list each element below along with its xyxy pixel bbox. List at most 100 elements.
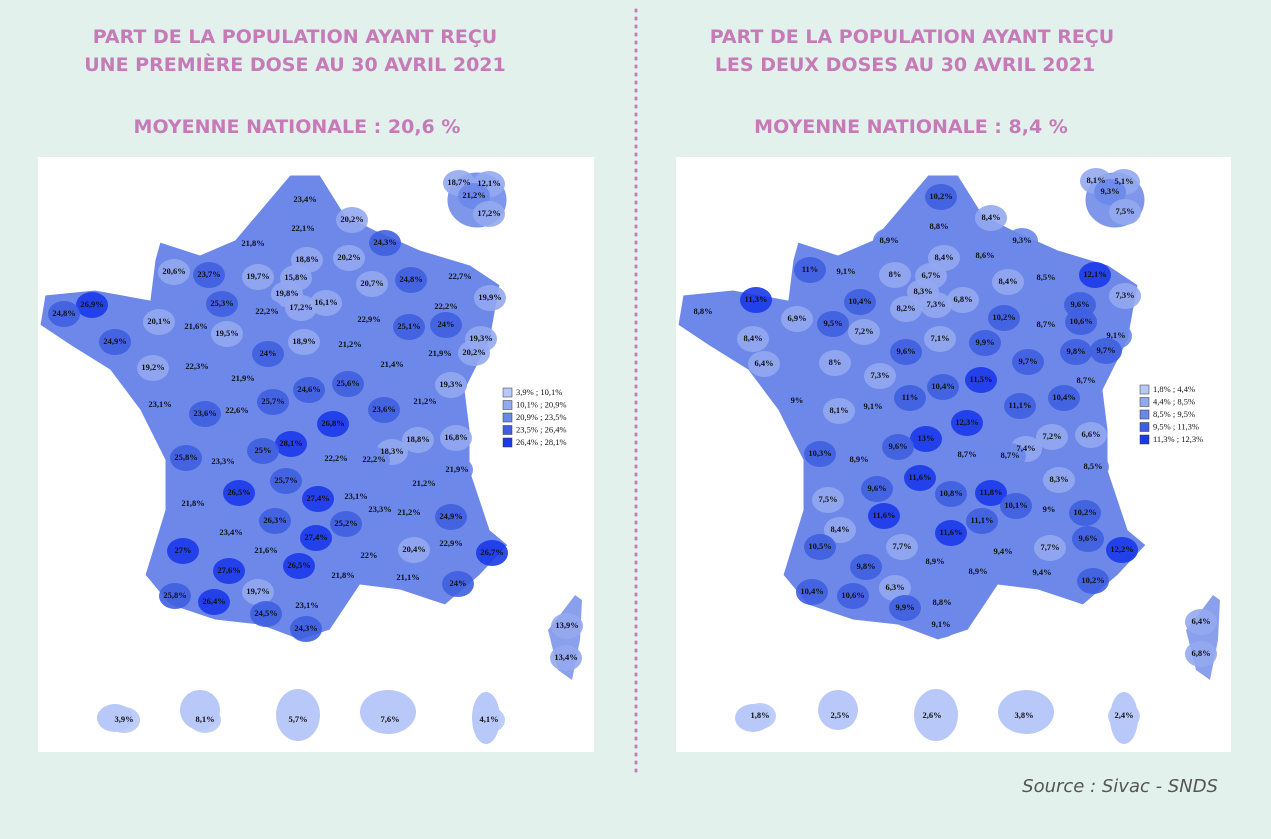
- department-label: 24,3%: [294, 623, 317, 633]
- department-label: 19,9%: [478, 292, 501, 302]
- department: [824, 517, 856, 543]
- department: [923, 214, 955, 240]
- department-label: 21,1%: [396, 572, 419, 582]
- department-label: 21,8%: [331, 570, 354, 580]
- department-label: 2,4%: [1114, 710, 1133, 720]
- department: [935, 481, 967, 507]
- department: [442, 571, 474, 597]
- department-label: 19,3%: [469, 333, 492, 343]
- department-label: 9,3%: [1012, 235, 1031, 245]
- department-label: 9,7%: [1018, 356, 1037, 366]
- department-label: 24,8%: [399, 274, 422, 284]
- department-label: 26,4%: [202, 596, 225, 606]
- department: [962, 559, 994, 585]
- department-label: 8,7%: [1036, 319, 1055, 329]
- department-label: 25,8%: [163, 590, 186, 600]
- department-label: 10,2%: [992, 312, 1015, 322]
- department: [167, 538, 199, 564]
- department-label: 9,4%: [993, 546, 1012, 556]
- department: [748, 351, 780, 377]
- department: [1072, 526, 1104, 552]
- department-label: 5,1%: [1114, 176, 1133, 186]
- legend-swatch: [502, 412, 513, 423]
- department-label: 9,8%: [1066, 346, 1085, 356]
- department-label: 19,7%: [246, 586, 269, 596]
- department: [994, 443, 1026, 469]
- department: [920, 292, 952, 318]
- department: [177, 491, 209, 517]
- department-label: 7,6%: [380, 714, 399, 724]
- legend-label: 1,8% ; 4,4%: [1153, 384, 1195, 394]
- department-label: 28,1%: [279, 438, 302, 448]
- department-label: 22,7%: [448, 271, 471, 281]
- department-label: 25,3%: [210, 298, 233, 308]
- department: [376, 352, 408, 378]
- department: [848, 319, 880, 345]
- department-label: 7,1%: [930, 333, 949, 343]
- department-label: 22,1%: [291, 223, 314, 233]
- department-label: 21,9%: [231, 373, 254, 383]
- department-label: 20,7%: [360, 278, 383, 288]
- department: [890, 339, 922, 365]
- department: [393, 314, 425, 340]
- department-label: 11,1%: [971, 515, 994, 525]
- department-label: 7,5%: [1115, 206, 1134, 216]
- department: [291, 593, 323, 619]
- department-label: 6,9%: [787, 313, 806, 323]
- legend-swatch: [1139, 409, 1150, 420]
- department: [850, 554, 882, 580]
- department: [198, 589, 230, 615]
- department: [925, 612, 957, 638]
- department-label: 26,5%: [227, 487, 250, 497]
- department: [819, 350, 851, 376]
- department-label: 8,8%: [929, 221, 948, 231]
- department-label: 3,9%: [114, 714, 133, 724]
- department: [293, 377, 325, 403]
- department-label: 6,4%: [1191, 616, 1210, 626]
- department-label: 9,7%: [1096, 345, 1115, 355]
- department: [215, 520, 247, 546]
- department-label: 25,7%: [274, 475, 297, 485]
- department-label: 10,2%: [1081, 575, 1104, 585]
- legend-label: 26,4% ; 28,1%: [516, 437, 567, 447]
- department: [794, 257, 826, 283]
- department-label: 19,7%: [246, 271, 269, 281]
- department-label: 11,6%: [873, 510, 896, 520]
- department: [844, 289, 876, 315]
- department: [1030, 265, 1062, 291]
- department-label: 26,7%: [480, 547, 503, 557]
- department: [1004, 393, 1036, 419]
- department-label: 8,6%: [975, 250, 994, 260]
- department-label: 21,8%: [181, 498, 204, 508]
- department-label: 23,1%: [295, 600, 318, 610]
- department-label: 24,8%: [52, 308, 75, 318]
- department-label: 5,7%: [288, 714, 307, 724]
- department: [873, 228, 905, 254]
- department-label: 8,2%: [896, 303, 915, 313]
- department-label: 25,6%: [336, 378, 359, 388]
- department-label: 21,2%: [462, 190, 485, 200]
- department-label: 17,2%: [289, 302, 312, 312]
- department-label: 11%: [902, 392, 919, 402]
- department: [551, 613, 583, 639]
- department-label: 21,9%: [428, 348, 451, 358]
- department-label: 22,2%: [255, 306, 278, 316]
- department: [817, 311, 849, 337]
- department: [879, 575, 911, 601]
- department-label: 8,9%: [925, 556, 944, 566]
- department: [1070, 368, 1102, 394]
- department-label: 13,9%: [555, 620, 578, 630]
- department: [282, 707, 314, 733]
- department: [1077, 568, 1109, 594]
- department-label: 8,8%: [932, 597, 951, 607]
- department-label: 9,1%: [931, 619, 950, 629]
- department-label: 7,5%: [818, 494, 837, 504]
- department: [927, 374, 959, 400]
- department-label: 20,2%: [462, 347, 485, 357]
- department-label: 21,6%: [254, 545, 277, 555]
- legend-label: 20,9% ; 23,5%: [516, 412, 567, 422]
- department-label: 11,6%: [909, 472, 932, 482]
- department: [1108, 703, 1140, 729]
- department-label: 9%: [791, 395, 804, 405]
